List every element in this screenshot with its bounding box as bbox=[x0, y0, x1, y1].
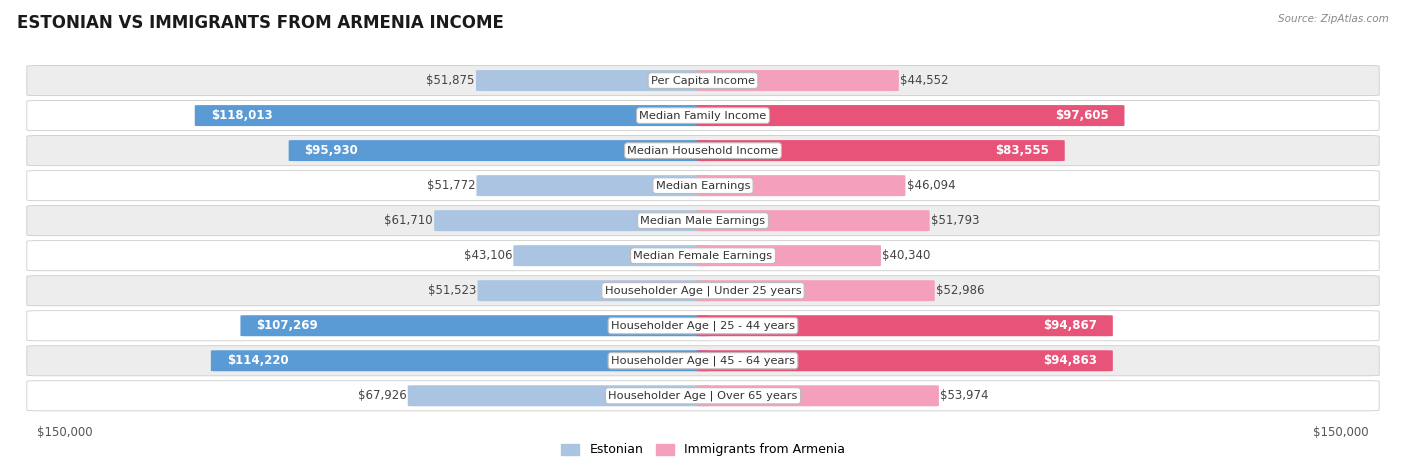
Text: $44,552: $44,552 bbox=[900, 74, 949, 87]
Text: $114,220: $114,220 bbox=[226, 354, 288, 367]
Text: $43,106: $43,106 bbox=[464, 249, 512, 262]
FancyBboxPatch shape bbox=[696, 245, 882, 266]
Text: $61,710: $61,710 bbox=[384, 214, 433, 227]
Text: $40,340: $40,340 bbox=[882, 249, 931, 262]
Text: $46,094: $46,094 bbox=[907, 179, 955, 192]
Text: $51,772: $51,772 bbox=[426, 179, 475, 192]
Text: Householder Age | 25 - 44 years: Householder Age | 25 - 44 years bbox=[612, 320, 794, 331]
Text: $107,269: $107,269 bbox=[256, 319, 318, 332]
FancyBboxPatch shape bbox=[513, 245, 710, 266]
FancyBboxPatch shape bbox=[696, 210, 929, 231]
FancyBboxPatch shape bbox=[27, 205, 1379, 236]
FancyBboxPatch shape bbox=[477, 175, 710, 196]
FancyBboxPatch shape bbox=[27, 381, 1379, 411]
FancyBboxPatch shape bbox=[696, 175, 905, 196]
Text: Median Family Income: Median Family Income bbox=[640, 111, 766, 120]
FancyBboxPatch shape bbox=[696, 385, 939, 406]
Text: Median Household Income: Median Household Income bbox=[627, 146, 779, 156]
FancyBboxPatch shape bbox=[27, 311, 1379, 341]
Text: $97,605: $97,605 bbox=[1054, 109, 1108, 122]
Text: Householder Age | 45 - 64 years: Householder Age | 45 - 64 years bbox=[612, 355, 794, 366]
FancyBboxPatch shape bbox=[211, 350, 710, 371]
Text: $51,875: $51,875 bbox=[426, 74, 475, 87]
Text: Source: ZipAtlas.com: Source: ZipAtlas.com bbox=[1278, 14, 1389, 24]
FancyBboxPatch shape bbox=[27, 65, 1379, 96]
Text: $67,926: $67,926 bbox=[357, 389, 406, 402]
Text: Median Earnings: Median Earnings bbox=[655, 181, 751, 191]
FancyBboxPatch shape bbox=[477, 70, 710, 91]
FancyBboxPatch shape bbox=[27, 276, 1379, 306]
Text: Per Capita Income: Per Capita Income bbox=[651, 76, 755, 85]
FancyBboxPatch shape bbox=[696, 140, 1064, 161]
Text: ESTONIAN VS IMMIGRANTS FROM ARMENIA INCOME: ESTONIAN VS IMMIGRANTS FROM ARMENIA INCO… bbox=[17, 14, 503, 32]
Text: Householder Age | Over 65 years: Householder Age | Over 65 years bbox=[609, 390, 797, 401]
Text: $83,555: $83,555 bbox=[995, 144, 1049, 157]
Text: Median Male Earnings: Median Male Earnings bbox=[641, 216, 765, 226]
FancyBboxPatch shape bbox=[27, 100, 1379, 131]
Text: $95,930: $95,930 bbox=[305, 144, 359, 157]
FancyBboxPatch shape bbox=[696, 315, 1112, 336]
FancyBboxPatch shape bbox=[240, 315, 710, 336]
Text: Median Female Earnings: Median Female Earnings bbox=[634, 251, 772, 261]
FancyBboxPatch shape bbox=[696, 70, 898, 91]
FancyBboxPatch shape bbox=[696, 350, 1112, 371]
FancyBboxPatch shape bbox=[27, 170, 1379, 201]
FancyBboxPatch shape bbox=[195, 105, 710, 126]
Text: $52,986: $52,986 bbox=[936, 284, 984, 297]
FancyBboxPatch shape bbox=[27, 346, 1379, 376]
Text: Householder Age | Under 25 years: Householder Age | Under 25 years bbox=[605, 285, 801, 296]
FancyBboxPatch shape bbox=[434, 210, 710, 231]
Text: $51,523: $51,523 bbox=[427, 284, 477, 297]
Text: $53,974: $53,974 bbox=[941, 389, 988, 402]
FancyBboxPatch shape bbox=[27, 241, 1379, 271]
FancyBboxPatch shape bbox=[288, 140, 710, 161]
Text: $51,793: $51,793 bbox=[931, 214, 980, 227]
Text: $118,013: $118,013 bbox=[211, 109, 273, 122]
Text: $94,867: $94,867 bbox=[1043, 319, 1097, 332]
Legend: Estonian, Immigrants from Armenia: Estonian, Immigrants from Armenia bbox=[555, 439, 851, 461]
FancyBboxPatch shape bbox=[478, 280, 710, 301]
FancyBboxPatch shape bbox=[696, 105, 1125, 126]
Text: $94,863: $94,863 bbox=[1043, 354, 1097, 367]
FancyBboxPatch shape bbox=[27, 135, 1379, 166]
FancyBboxPatch shape bbox=[696, 280, 935, 301]
FancyBboxPatch shape bbox=[408, 385, 710, 406]
